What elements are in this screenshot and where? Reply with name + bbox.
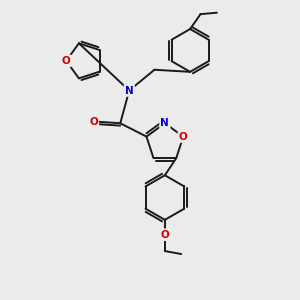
Text: N: N: [125, 85, 134, 96]
Text: N: N: [160, 118, 169, 128]
Text: O: O: [89, 117, 98, 127]
Text: O: O: [179, 132, 188, 142]
Text: O: O: [160, 230, 169, 240]
Text: O: O: [62, 56, 70, 66]
